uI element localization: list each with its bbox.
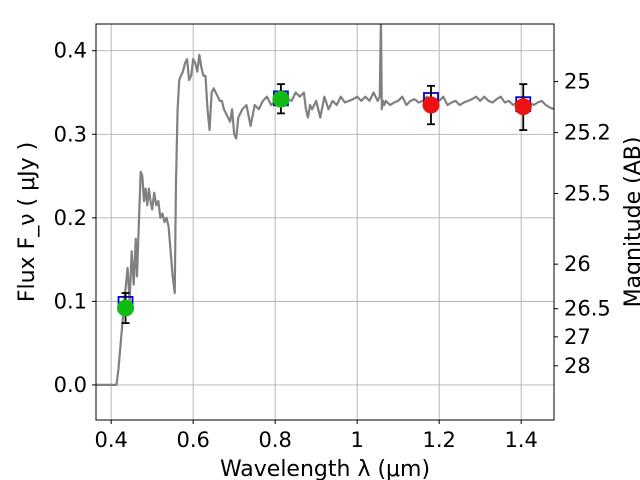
x-tick-label: 0.4 <box>94 428 127 452</box>
x-tick-label: 1.2 <box>422 428 455 452</box>
y-tick-label: 0.2 <box>54 206 87 230</box>
spectrum-line <box>96 24 554 387</box>
x-tick-label: 0.8 <box>258 428 291 452</box>
y-tick-label: 0.0 <box>54 373 87 397</box>
y-tick-label: 0.4 <box>54 39 87 63</box>
x-tick-label: 1 <box>350 428 363 452</box>
y-tick-label: 0.1 <box>54 289 87 313</box>
ticks: 0.4 0.6 0.8 1 1.2 1.4 0.0 0.1 0.2 0.3 0.4 25 25.2 25.… <box>54 39 611 452</box>
grid <box>96 24 554 420</box>
observed-flux-point <box>272 90 290 108</box>
mag-tick-label: 25.2 <box>564 121 611 145</box>
x-tick-label: 1.4 <box>504 428 537 452</box>
mag-tick-label: 26 <box>564 252 591 276</box>
x-axis-label: Wavelength λ (μm) <box>220 457 430 480</box>
y-tick-label: 0.3 <box>54 122 87 146</box>
plot-area <box>96 24 554 387</box>
x-tick-label: 0.6 <box>176 428 209 452</box>
mag-tick-label: 27 <box>564 325 591 349</box>
observed-flux-point <box>422 96 440 114</box>
y2-axis-label: Magnitude (AB) <box>621 137 640 308</box>
mag-tick-label: 28 <box>564 354 591 378</box>
mag-tick-label: 26.5 <box>564 297 611 321</box>
observed-flux-point <box>117 299 135 317</box>
observed-flux-point <box>514 98 532 116</box>
plot-frame <box>95 23 555 421</box>
mag-tick-label: 25.5 <box>564 182 611 206</box>
y-axis-label: Flux F_ν ( μJy ) <box>15 142 40 302</box>
mag-tick-label: 25 <box>564 70 591 94</box>
